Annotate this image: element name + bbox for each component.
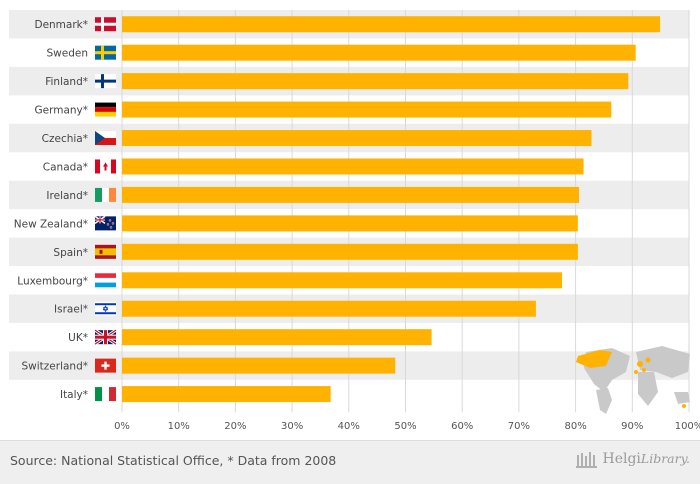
bar-chart: Denmark* Sweden Finland* Germany* Czechia* Ca… [9, 10, 700, 432]
x-tick-label: 0% [114, 421, 130, 432]
x-tick-label: 10% [168, 421, 190, 432]
x-tick-label: 90% [621, 421, 643, 432]
flag-es-icon [95, 244, 116, 259]
flag-ie-icon [95, 187, 116, 202]
flag-fi-icon [95, 74, 116, 89]
brand-library: Library. [640, 451, 690, 466]
bar[interactable] [122, 73, 629, 90]
x-tick-label: 100% [675, 421, 700, 432]
flag-ca-icon [95, 159, 116, 174]
flag-il-icon [95, 301, 116, 316]
flag-it-icon [95, 387, 116, 402]
chart: Denmark* Sweden Finland* Germany* Czechia* Ca… [9, 10, 700, 432]
brand-helgi: Helgi [602, 451, 641, 467]
category-label: Germany* [34, 105, 88, 117]
bar[interactable] [122, 215, 578, 232]
helgi-library-logo[interactable]: HelgiLibrary. [576, 450, 690, 468]
library-building-icon [576, 452, 598, 468]
bar[interactable] [122, 300, 536, 317]
bar[interactable] [122, 329, 432, 346]
bar[interactable] [122, 101, 612, 118]
flag-dk-icon [95, 17, 116, 32]
flag-cz-icon [95, 131, 116, 146]
footer: Source: National Statistical Office, * D… [0, 440, 700, 484]
source-note: Source: National Statistical Office, * D… [10, 453, 337, 468]
category-label: Canada* [43, 161, 88, 173]
bar[interactable] [122, 44, 636, 61]
category-label: Finland* [45, 76, 88, 88]
category-label: Switzerland* [22, 361, 89, 373]
bar[interactable] [122, 243, 578, 260]
category-label: Sweden [47, 48, 89, 60]
bar[interactable] [122, 130, 592, 147]
flag-uk-icon [94, 328, 117, 346]
category-label: Israel* [54, 304, 88, 316]
x-tick-label: 30% [281, 421, 303, 432]
bar[interactable] [122, 386, 331, 403]
x-tick-label: 70% [508, 421, 530, 432]
x-tick-label: 50% [394, 421, 416, 432]
x-tick-label: 40% [338, 421, 360, 432]
category-label: Denmark* [34, 19, 88, 31]
flag-nz-icon [94, 215, 116, 231]
category-label: Italy* [60, 389, 88, 401]
category-label: New Zealand* [14, 218, 88, 230]
category-label: Czechia* [42, 133, 88, 145]
bar[interactable] [122, 357, 396, 374]
x-tick-label: 60% [451, 421, 473, 432]
category-label: Luxembourg* [17, 275, 88, 287]
x-tick-label: 20% [224, 421, 246, 432]
flag-de-icon [95, 102, 116, 117]
bar[interactable] [122, 186, 580, 203]
flag-ch-icon [95, 358, 116, 373]
category-label: UK* [68, 332, 88, 344]
brand-name: HelgiLibrary. [602, 451, 690, 467]
flag-se-icon [95, 45, 116, 60]
category-label: Spain* [53, 247, 88, 259]
world-map-icon [576, 346, 690, 414]
x-tick-label: 80% [564, 421, 586, 432]
bar[interactable] [122, 272, 562, 289]
category-label: Ireland* [46, 190, 88, 202]
bar[interactable] [122, 16, 661, 33]
flag-lu-icon [95, 273, 116, 288]
bar[interactable] [122, 158, 584, 175]
